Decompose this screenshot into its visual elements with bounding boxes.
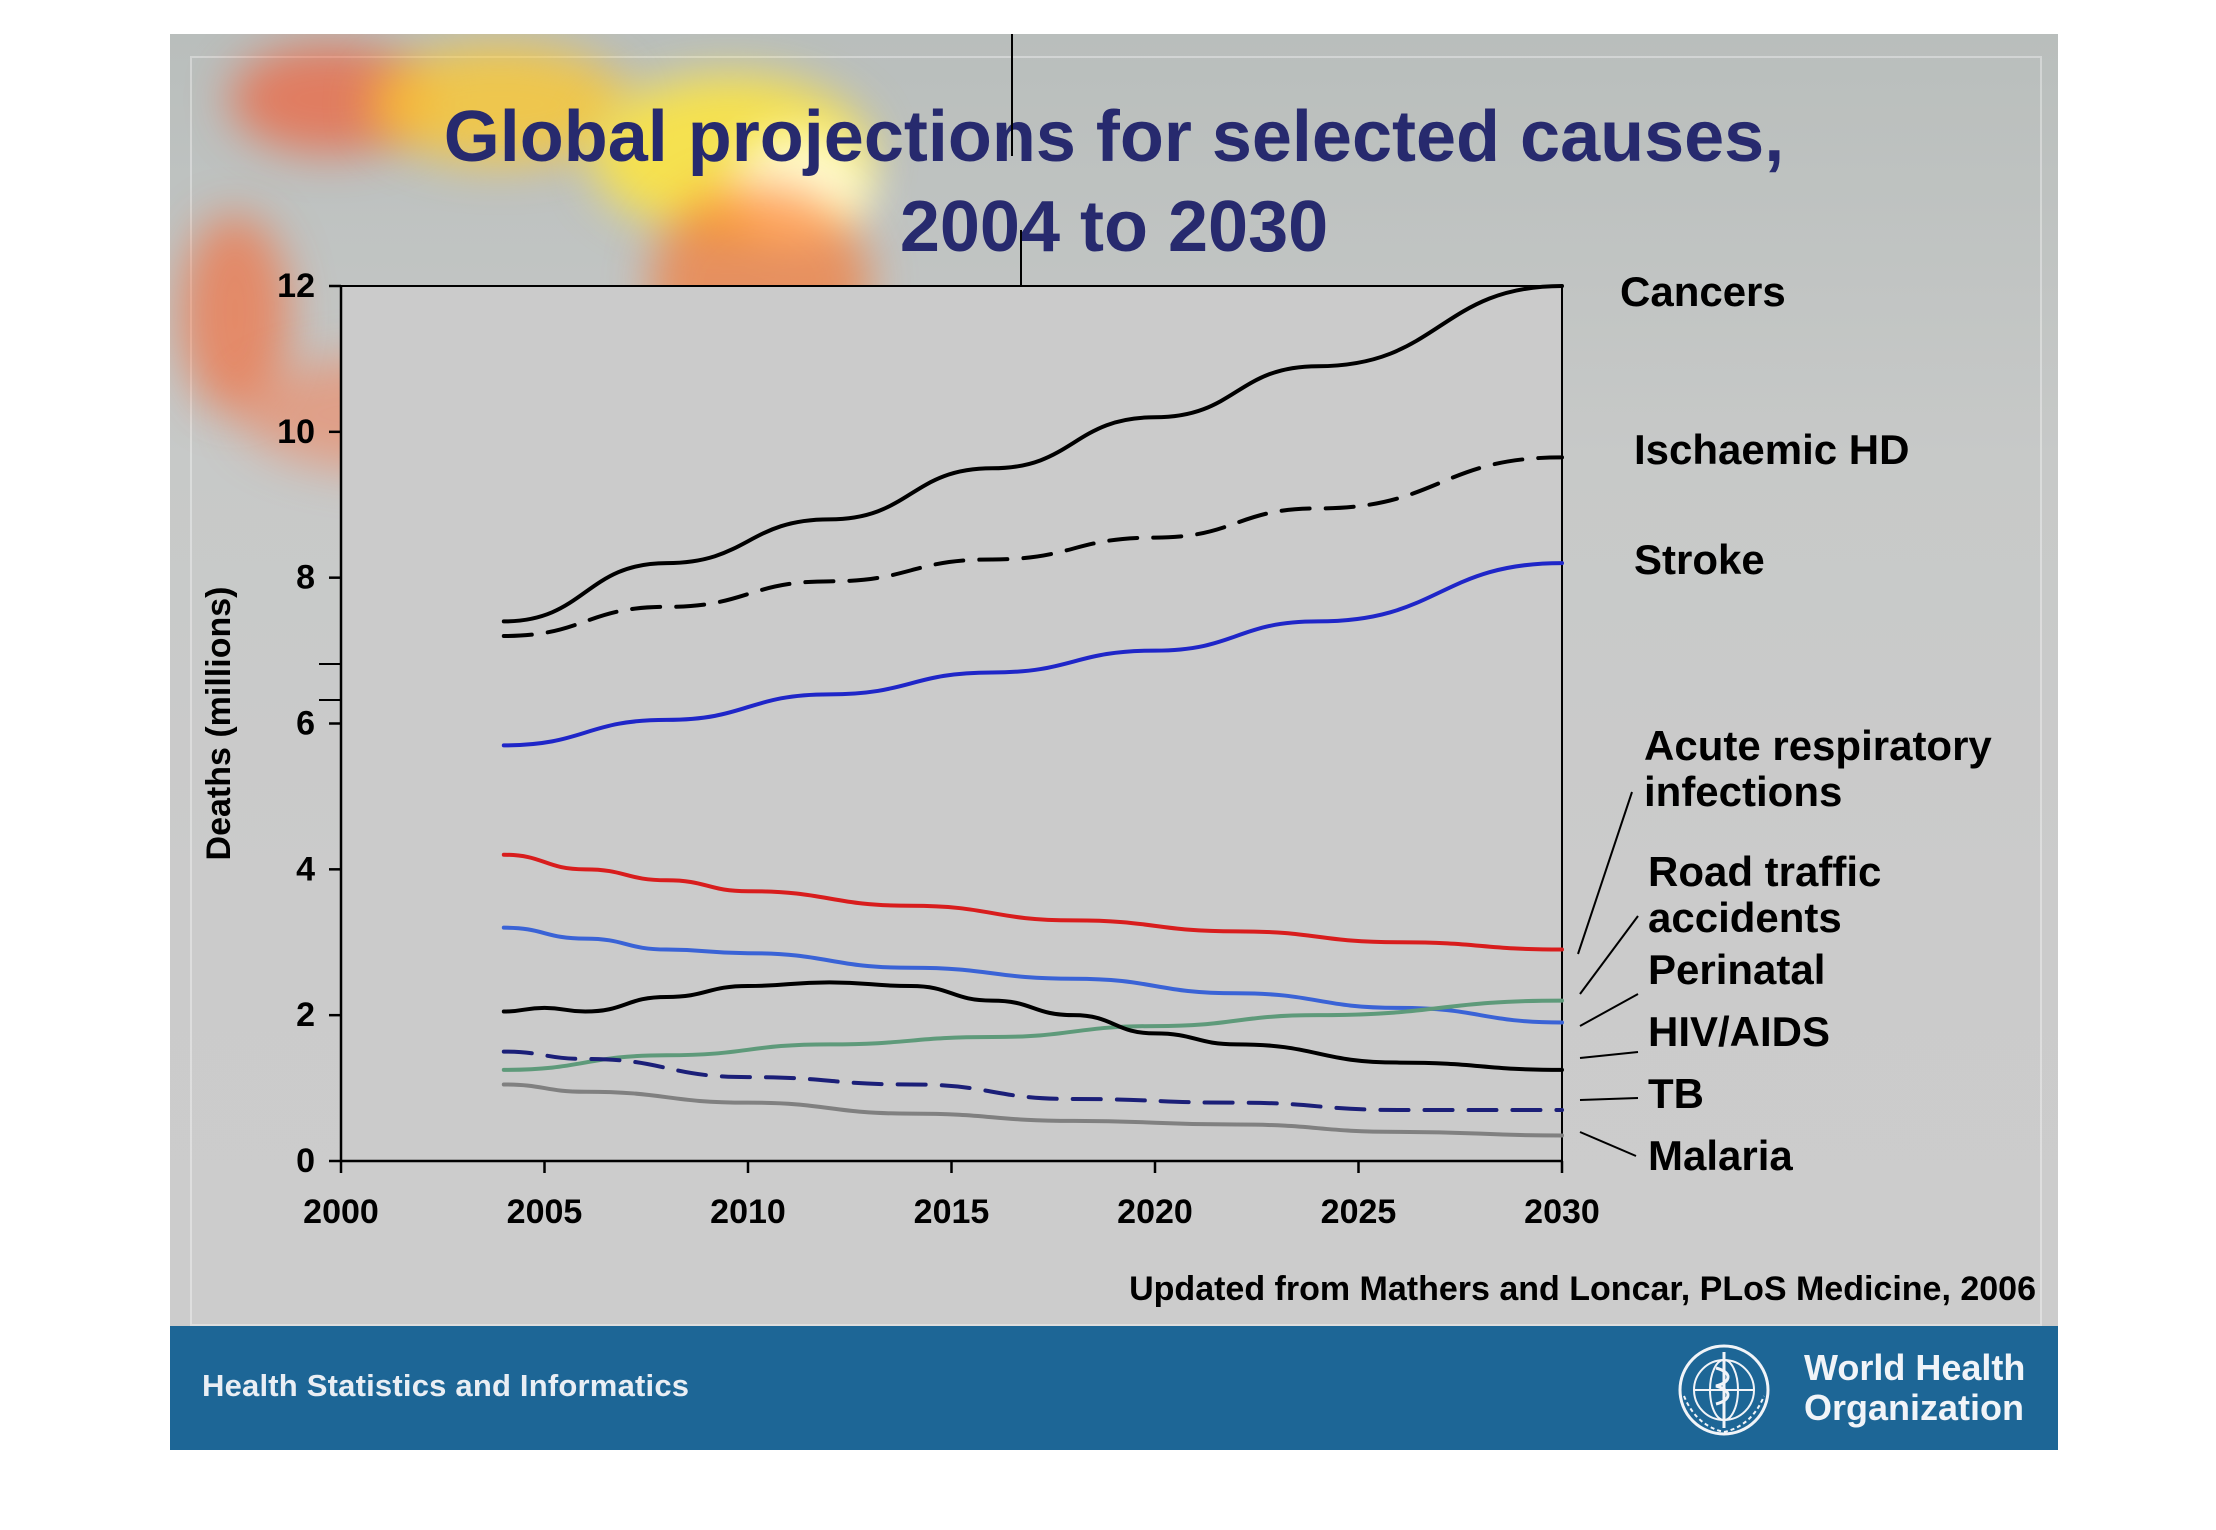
y-tick-label: 12 — [277, 267, 315, 305]
leader-line-road — [1579, 915, 1639, 995]
slide-title: Global projections for selected causes, … — [170, 92, 2058, 272]
title-line-2: 2004 to 2030 — [899, 187, 1329, 267]
y-tick-label: 4 — [296, 850, 315, 888]
x-tick-label: 2020 — [1117, 1193, 1193, 1231]
x-tick-label: 2010 — [710, 1193, 786, 1231]
x-tick-label: 2030 — [1524, 1193, 1600, 1231]
legend-label-hiv: HIV/AIDS — [1648, 1008, 1830, 1055]
title-line-1: Global projections for selected causes, — [443, 97, 1785, 177]
who-name-line-2: Organization — [1804, 1387, 2025, 1428]
y-tick-label: 6 — [296, 705, 315, 743]
y-axis-label: Deaths (millions) — [200, 587, 238, 861]
leader-line-hiv — [1579, 1051, 1639, 1059]
legend-label-cancers: Cancers — [1620, 268, 1786, 315]
leader-line-perinatal — [1579, 993, 1639, 1027]
series-line-road — [501, 925, 1564, 1025]
leader-line-tb — [1579, 1097, 1639, 1101]
y-tick-label: 10 — [277, 413, 315, 451]
series-line-perinatal — [501, 998, 1564, 1072]
series-line-acute_resp — [501, 852, 1564, 952]
legend-label-road: accidents — [1648, 894, 1842, 941]
legend-label-ischaemic: Ischaemic HD — [1634, 426, 1909, 473]
plot-area — [340, 285, 1563, 1162]
legend-label-acute_resp: Acute respiratory — [1644, 722, 1992, 769]
leader-line-malaria — [1579, 1131, 1637, 1157]
line-chart: 0 2 4 6 8 10 12 2000 2005 2010 2015 2020 2025 2030 Dea… — [200, 34, 1992, 1231]
footer-bar: Health Statistics and Informatics World … — [170, 1326, 2058, 1450]
source-citation: Updated from Mathers and Loncar, PLoS Me… — [1129, 1270, 2036, 1308]
series-line-hiv — [501, 980, 1564, 1072]
series-line-malaria — [501, 1082, 1564, 1138]
series-line-cancers — [501, 284, 1564, 624]
slide-frame — [190, 56, 2042, 1326]
y-tick-label: 8 — [296, 559, 315, 597]
legend-label-acute_resp: infections — [1644, 768, 1842, 815]
slide: Global projections for selected causes, … — [170, 34, 2058, 1450]
legend-label-tb: TB — [1648, 1070, 1704, 1117]
series-line-tb — [501, 1049, 1564, 1112]
x-tick-label: 2015 — [914, 1193, 990, 1231]
who-emblem-icon — [1678, 1344, 1770, 1436]
leader-line-acute_resp — [1577, 791, 1633, 955]
x-tick-label: 2025 — [1321, 1193, 1397, 1231]
who-name: World Health Organization — [1804, 1348, 2025, 1428]
footer-department-label: Health Statistics and Informatics — [202, 1368, 690, 1403]
x-tick-label: 2005 — [507, 1193, 583, 1231]
x-tick-label: 2000 — [303, 1193, 379, 1231]
legend-label-malaria: Malaria — [1648, 1132, 1793, 1179]
y-tick-label: 2 — [296, 996, 315, 1034]
series-line-stroke — [501, 561, 1564, 748]
series-line-ischaemic — [501, 455, 1564, 638]
y-tick-label: 0 — [296, 1142, 315, 1180]
who-name-line-1: World Health — [1804, 1347, 2026, 1388]
legend-label-stroke: Stroke — [1634, 536, 1765, 583]
legend-label-perinatal: Perinatal — [1648, 946, 1825, 993]
legend-label-road: Road traffic — [1648, 848, 1881, 895]
